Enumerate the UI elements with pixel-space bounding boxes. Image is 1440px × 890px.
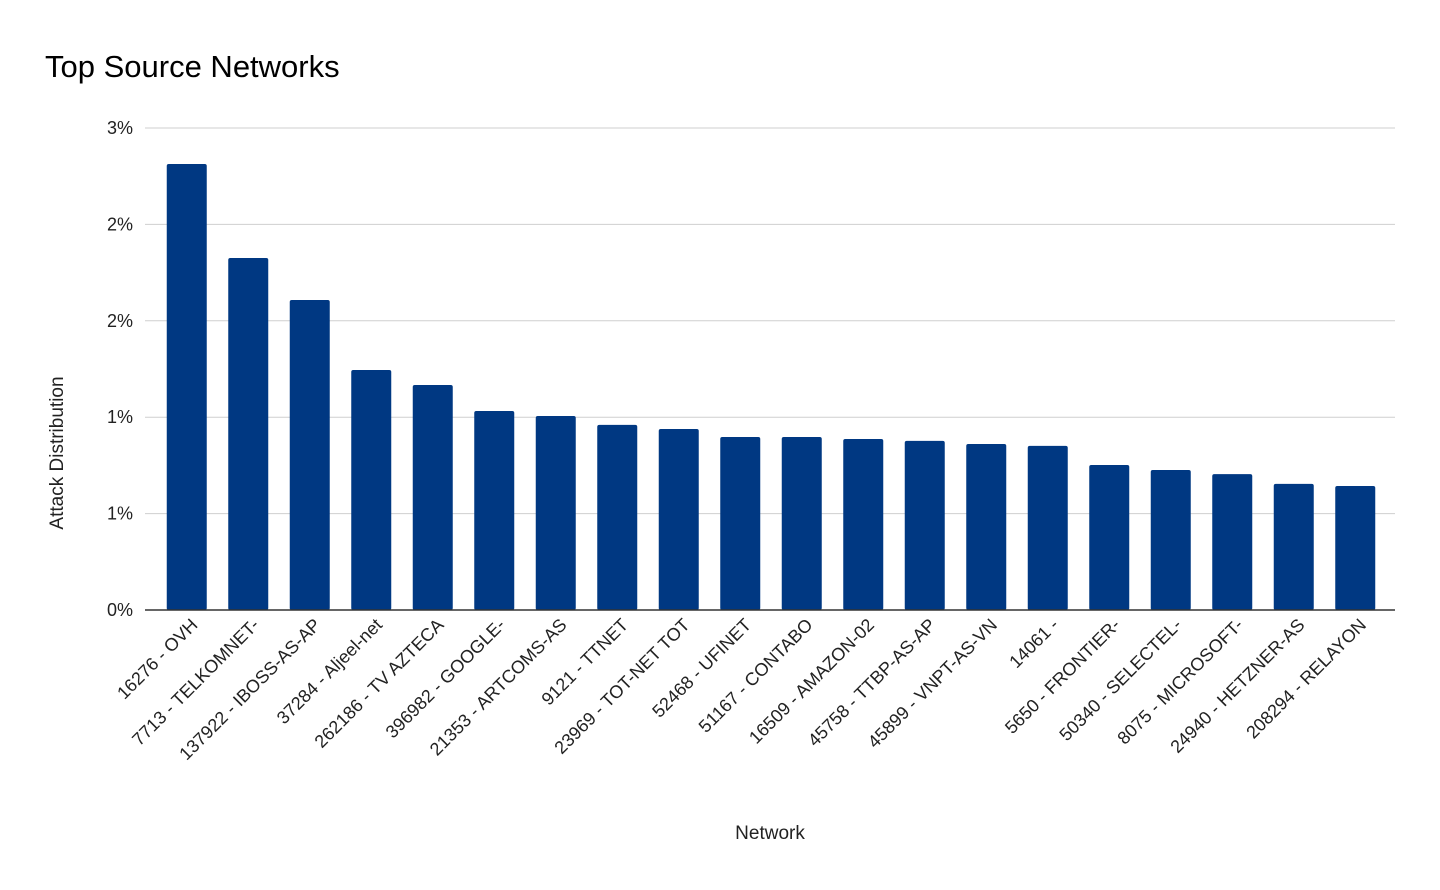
- bar: [412, 385, 453, 610]
- bar: [1089, 465, 1130, 610]
- bar: [1335, 486, 1376, 610]
- bar: [1212, 474, 1253, 610]
- bar: [289, 299, 330, 610]
- bar: [474, 411, 515, 610]
- x-tick-label: 5650 - FRONTIER-: [1001, 615, 1124, 738]
- bar: [535, 416, 576, 610]
- x-tick-label: 208294 - RELAYON: [1242, 615, 1370, 743]
- y-tick-label: 0%: [107, 600, 133, 620]
- y-tick-label: 2%: [107, 311, 133, 331]
- bar: [1150, 470, 1191, 610]
- bar: [843, 438, 884, 610]
- y-tick-label: 2%: [107, 214, 133, 234]
- x-axis-title: Network: [735, 823, 805, 844]
- y-tick-label: 1%: [107, 407, 133, 427]
- x-tick-label: 396982 - GOOGLE-: [382, 615, 509, 742]
- x-tick-label: 50340 - SELECTEL-: [1055, 615, 1185, 745]
- bar: [351, 369, 392, 610]
- bar: [720, 437, 761, 610]
- y-tick-label: 3%: [107, 118, 133, 138]
- bar: [1273, 483, 1314, 610]
- bar: [658, 428, 699, 610]
- bar: [228, 257, 269, 610]
- bar: [1027, 445, 1068, 610]
- bar: [166, 164, 207, 611]
- x-tick-label: 37284 - Aljeel-net: [273, 615, 386, 728]
- x-tick-label: 51167 - CONTABO: [695, 615, 817, 737]
- y-axis-title: Attack Distribution: [47, 376, 68, 529]
- y-tick-label: 1%: [107, 504, 133, 524]
- x-tick-label: 14061 -: [1005, 615, 1062, 672]
- bar: [781, 437, 822, 610]
- bar: [904, 440, 945, 610]
- chart-title: Top Source Networks: [45, 49, 340, 84]
- bar: [597, 424, 638, 610]
- bar: [966, 443, 1007, 610]
